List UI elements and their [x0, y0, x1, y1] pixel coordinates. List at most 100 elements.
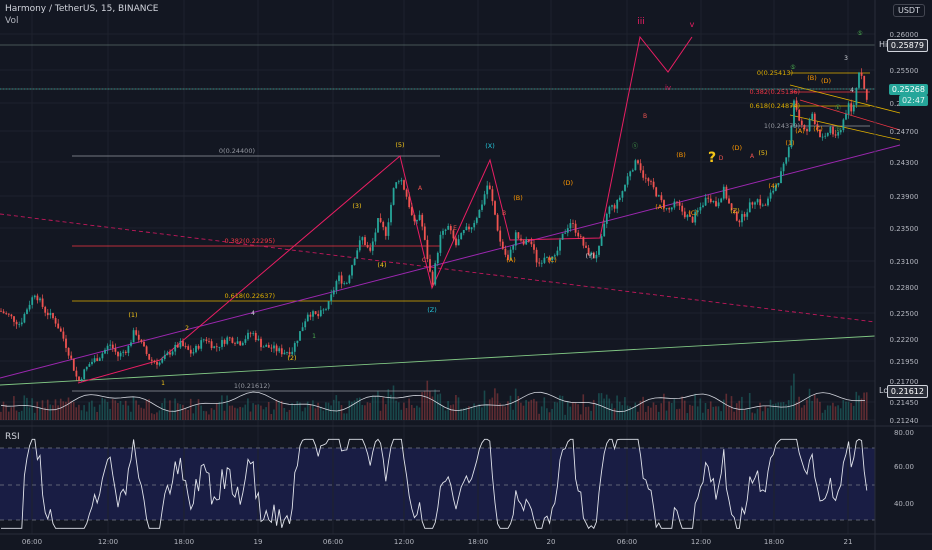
volume-bar-62	[161, 402, 163, 420]
candle-body-330	[858, 72, 860, 88]
volume-bar-32	[83, 405, 85, 420]
low-label: Low	[879, 386, 895, 395]
wave-count-38: D	[719, 155, 724, 162]
candle-body-173	[449, 225, 452, 231]
volume-bar-126	[327, 402, 330, 420]
volume-bar-223	[579, 414, 582, 420]
candle-body-55	[143, 341, 145, 347]
volume-bar-277	[720, 411, 722, 420]
candle-body-39	[101, 353, 104, 359]
candle-body-13	[33, 295, 36, 298]
volume-bar-45	[117, 402, 119, 420]
candle-body-46	[119, 352, 122, 357]
volume-bar-274	[712, 406, 715, 420]
volume-bar-122	[317, 402, 319, 420]
volume-bar-260	[676, 409, 678, 420]
candle-body-270	[702, 205, 704, 208]
volume-bar-212	[551, 408, 553, 420]
volume-bar-278	[722, 399, 725, 420]
wave-count-10: (D)	[563, 179, 573, 187]
candle-body-294	[764, 204, 767, 206]
volume-bar-99	[257, 404, 260, 420]
volume-bar-47	[122, 404, 124, 420]
volume-bar-332	[863, 392, 865, 420]
candle-body-64	[166, 352, 169, 355]
candle-body-82	[213, 346, 216, 349]
volume-bar-285	[741, 396, 743, 420]
volume-bar-204	[530, 399, 533, 420]
volume-bar-241	[626, 405, 629, 420]
volume-bar-329	[855, 391, 858, 420]
candle-body-253	[657, 195, 660, 197]
volume-bar-206	[535, 401, 538, 420]
rsi-tick-2: 40.00	[894, 500, 914, 508]
candle-body-188	[488, 185, 491, 190]
volume-bar-198	[514, 388, 517, 420]
volume-bar-66	[171, 410, 174, 420]
candle-body-285	[741, 214, 743, 223]
rsi-label[interactable]: RSI	[5, 432, 20, 442]
volume-bar-189	[491, 397, 494, 420]
volume-bar-104	[270, 414, 273, 420]
candle-body-230	[598, 245, 600, 255]
volume-bar-11	[28, 407, 31, 420]
price-tick-5: 0.23900	[890, 193, 919, 201]
volume-bar-155	[403, 402, 405, 420]
volume-bar-22	[57, 405, 59, 420]
volume-bar-296	[769, 399, 772, 420]
candle-body-329	[855, 87, 858, 105]
candle-body-62	[161, 358, 164, 363]
volume-bar-183	[475, 406, 478, 420]
volume-bar-286	[743, 410, 746, 420]
volume-bar-41	[106, 401, 109, 420]
volume-bar-311	[808, 388, 811, 420]
candle-body-183	[475, 217, 478, 223]
candle-body-266	[691, 216, 694, 223]
time-tick-0: 06:00	[22, 538, 42, 546]
candle-body-133	[345, 282, 348, 284]
candle-body-278	[722, 186, 725, 199]
candle-body-32	[83, 369, 86, 379]
candle-body-331	[860, 72, 863, 76]
candle-body-48	[124, 351, 127, 353]
wave-count-2: (3)	[352, 202, 361, 210]
candle-body-7	[18, 324, 21, 326]
candle-body-19	[49, 312, 52, 316]
volume-bar-195	[507, 401, 509, 420]
candle-body-104	[270, 347, 273, 349]
candle-body-165	[429, 259, 431, 272]
volume-bar-270	[702, 412, 704, 420]
candle-body-196	[509, 249, 512, 260]
candle-body-119	[309, 314, 312, 317]
volume-bar-138	[358, 397, 361, 420]
candle-body-130	[338, 275, 340, 282]
volume-bar-154	[400, 409, 403, 420]
candle-body-317	[824, 135, 827, 137]
candle-body-66	[171, 351, 174, 355]
currency-button[interactable]: USDT	[893, 4, 925, 17]
volume-bar-191	[496, 393, 499, 420]
candle-body-318	[826, 132, 829, 136]
candle-body-70	[182, 341, 184, 347]
time-tick-2: 18:00	[174, 538, 194, 546]
volume-bar-75	[195, 405, 197, 420]
volume-bar-287	[746, 409, 748, 420]
current-price-badge: 0.25268	[888, 84, 928, 95]
candle-body-139	[361, 237, 364, 241]
volume-bar-141	[366, 402, 369, 420]
symbol-title[interactable]: Harmony / TetherUS, 15, BINANCE	[5, 4, 159, 14]
candle-body-279	[725, 186, 728, 199]
volume-bar-164	[426, 380, 429, 420]
candle-body-282	[733, 210, 736, 212]
candle-body-205	[533, 244, 535, 250]
candle-body-91	[236, 341, 239, 344]
volume-bar-316	[821, 412, 824, 420]
volume-bar-315	[819, 401, 821, 420]
high-value-badge: 0.25879	[886, 39, 928, 52]
candle-body-138	[358, 240, 361, 251]
volume-bar-123	[319, 406, 322, 420]
price-tick-10: 0.22200	[890, 336, 919, 344]
volume-label[interactable]: Vol	[5, 16, 19, 26]
time-tick-6: 18:00	[468, 538, 488, 546]
